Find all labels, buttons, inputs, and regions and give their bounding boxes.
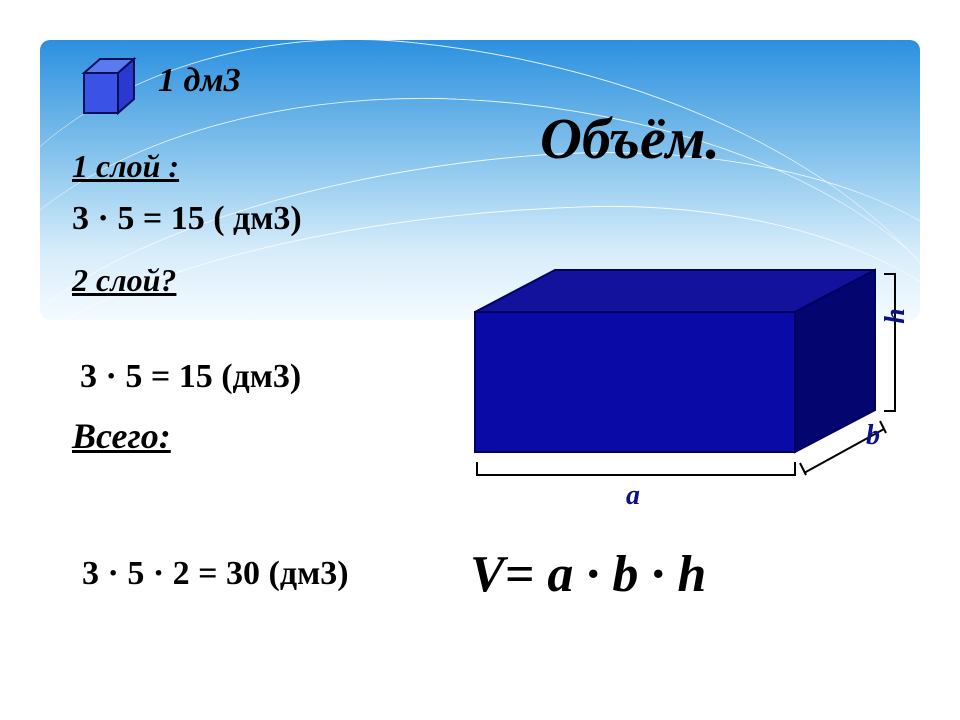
layer1-calc: 3 · 5 = 15 ( дм3) bbox=[72, 200, 302, 238]
dim-tick bbox=[884, 273, 896, 275]
slide-title: Объём. bbox=[540, 105, 720, 172]
layer2-label: 2 слой? bbox=[72, 262, 176, 299]
slide-stage: Объём. 1 дм3 1 слой : 3 · 5 = 15 ( дм3) … bbox=[0, 0, 960, 720]
unit-cube-icon bbox=[78, 55, 148, 121]
dim-label-b: b bbox=[866, 420, 880, 452]
dim-tick bbox=[884, 410, 896, 412]
total-label: Всего: bbox=[72, 415, 171, 457]
dim-tick bbox=[476, 462, 478, 476]
layer1-label: 1 слой : bbox=[72, 148, 179, 185]
total-calc: 3 · 5 · 2 = 30 (дм3) bbox=[82, 555, 349, 593]
dim-line-h bbox=[894, 274, 896, 412]
layer2-calc: 3 · 5 = 15 (дм3) bbox=[80, 358, 301, 396]
dim-line-b bbox=[798, 415, 908, 485]
dim-line-a bbox=[476, 474, 796, 476]
unit-cube-label: 1 дм3 bbox=[158, 62, 241, 100]
volume-formula: V= a · b · h bbox=[470, 545, 706, 604]
dim-tick bbox=[794, 462, 796, 476]
dim-label-a: a bbox=[626, 480, 640, 512]
dim-label-h: h bbox=[880, 308, 912, 324]
